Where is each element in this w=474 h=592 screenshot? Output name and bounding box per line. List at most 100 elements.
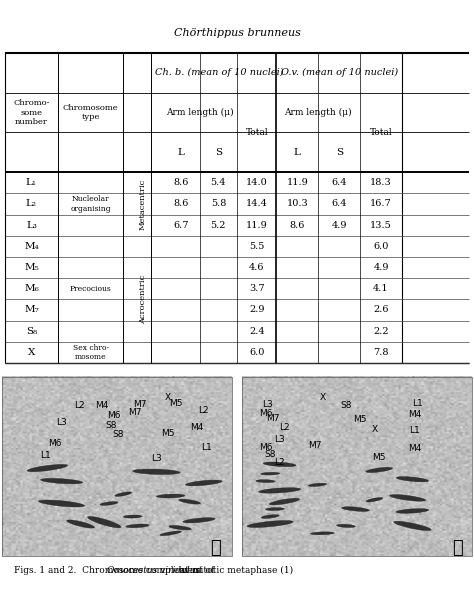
Text: X: X	[372, 425, 377, 435]
Text: S8: S8	[264, 449, 276, 459]
Text: S₈: S₈	[26, 327, 37, 336]
Ellipse shape	[259, 488, 301, 493]
Text: 7.8: 7.8	[373, 348, 389, 357]
Text: L2: L2	[274, 458, 285, 467]
Ellipse shape	[256, 480, 275, 482]
Text: 2.9: 2.9	[249, 305, 264, 314]
Ellipse shape	[27, 464, 68, 472]
Text: L3: L3	[56, 418, 67, 427]
Text: S8: S8	[340, 401, 352, 410]
Ellipse shape	[115, 492, 132, 497]
Text: X: X	[165, 392, 171, 402]
Ellipse shape	[310, 532, 334, 535]
Text: M4: M4	[190, 423, 203, 433]
Text: 5.2: 5.2	[210, 221, 226, 230]
Text: Arm length (μ): Arm length (μ)	[166, 108, 234, 117]
Text: Ch. b. (mean of 10 nuclei): Ch. b. (mean of 10 nuclei)	[155, 68, 284, 78]
Text: S: S	[336, 148, 343, 157]
Ellipse shape	[179, 499, 201, 504]
Ellipse shape	[100, 501, 118, 506]
Text: 2.4: 2.4	[249, 327, 264, 336]
Text: 4.9: 4.9	[331, 221, 347, 230]
Text: 2.2: 2.2	[373, 327, 389, 336]
Ellipse shape	[133, 469, 180, 475]
Text: M6: M6	[259, 443, 272, 452]
Text: L1: L1	[412, 399, 422, 408]
Text: 2.6: 2.6	[373, 305, 389, 314]
Text: L2: L2	[199, 406, 209, 415]
Text: S: S	[215, 148, 222, 157]
Text: L1: L1	[201, 443, 211, 452]
Text: Precocious: Precocious	[70, 285, 111, 292]
Text: Total: Total	[246, 128, 268, 137]
Text: L₁: L₁	[26, 178, 37, 187]
Text: M4: M4	[408, 410, 421, 419]
Text: M₄: M₄	[24, 242, 39, 251]
Ellipse shape	[185, 480, 222, 486]
Text: M7: M7	[266, 414, 279, 423]
Text: M6: M6	[107, 411, 120, 420]
Text: Chörthippus brunneus: Chörthippus brunneus	[173, 28, 301, 38]
Text: M4: M4	[95, 401, 109, 410]
Text: 5.8: 5.8	[211, 200, 226, 208]
Text: M₆: M₆	[24, 284, 39, 293]
Text: O.v. (mean of 10 nuclei): O.v. (mean of 10 nuclei)	[281, 68, 398, 78]
Text: 4.6: 4.6	[249, 263, 264, 272]
Text: M₇: M₇	[24, 305, 39, 314]
Text: 6.0: 6.0	[249, 348, 264, 357]
Text: 11.9: 11.9	[286, 178, 308, 187]
Text: 4.9: 4.9	[373, 263, 389, 272]
Text: L₂: L₂	[26, 200, 37, 208]
Text: Figs. 1 and 2.  Chromosome complement of: Figs. 1 and 2. Chromosome complement of	[14, 567, 218, 575]
Ellipse shape	[396, 509, 429, 513]
Text: M6: M6	[259, 408, 272, 417]
Text: L3: L3	[151, 454, 162, 464]
Ellipse shape	[123, 515, 142, 518]
Text: L3: L3	[274, 435, 285, 443]
Text: L: L	[178, 148, 185, 157]
Ellipse shape	[390, 494, 426, 501]
Text: M5: M5	[169, 399, 182, 408]
Text: L2: L2	[279, 423, 290, 433]
Text: L2: L2	[74, 401, 85, 410]
Text: 4.1: 4.1	[373, 284, 389, 293]
Ellipse shape	[394, 521, 431, 530]
Text: 18.3: 18.3	[370, 178, 392, 187]
Ellipse shape	[337, 525, 356, 527]
Ellipse shape	[263, 462, 296, 466]
Text: M5: M5	[162, 429, 175, 438]
Text: Sex chro-
mosome: Sex chro- mosome	[73, 344, 109, 361]
Ellipse shape	[160, 531, 182, 536]
Ellipse shape	[169, 526, 191, 530]
Ellipse shape	[247, 520, 293, 527]
Text: 3.7: 3.7	[249, 284, 264, 293]
Ellipse shape	[366, 497, 383, 502]
Text: 5.5: 5.5	[249, 242, 264, 251]
Text: X: X	[319, 392, 325, 402]
Text: 8.6: 8.6	[290, 221, 305, 230]
Text: S8: S8	[113, 430, 124, 439]
Text: L₃: L₃	[26, 221, 37, 230]
Text: 6.4: 6.4	[331, 178, 347, 187]
Text: ①: ①	[210, 539, 221, 557]
Text: L1: L1	[410, 426, 420, 435]
Text: Total: Total	[370, 128, 392, 137]
Ellipse shape	[309, 483, 327, 487]
Text: M7: M7	[128, 408, 142, 417]
Text: Chromo-
some
number: Chromo- some number	[13, 99, 50, 126]
Text: L1: L1	[40, 451, 50, 459]
Text: 14.0: 14.0	[246, 178, 268, 187]
Text: 10.3: 10.3	[286, 200, 308, 208]
Text: Arm length (μ): Arm length (μ)	[284, 108, 352, 117]
Ellipse shape	[88, 516, 121, 528]
Ellipse shape	[396, 477, 428, 482]
Text: 6.0: 6.0	[374, 242, 389, 251]
Ellipse shape	[183, 517, 215, 523]
Text: 13.5: 13.5	[370, 221, 392, 230]
Ellipse shape	[261, 472, 280, 475]
Ellipse shape	[342, 507, 369, 511]
Text: S8: S8	[106, 421, 117, 430]
Text: M₅: M₅	[24, 263, 39, 272]
Text: 8.6: 8.6	[173, 200, 189, 208]
Text: X: X	[28, 348, 35, 357]
